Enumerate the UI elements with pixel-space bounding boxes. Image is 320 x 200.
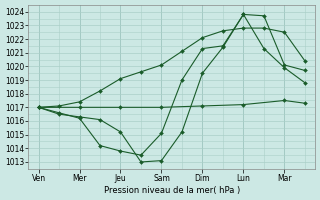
X-axis label: Pression niveau de la mer( hPa ): Pression niveau de la mer( hPa ) [104,186,240,195]
